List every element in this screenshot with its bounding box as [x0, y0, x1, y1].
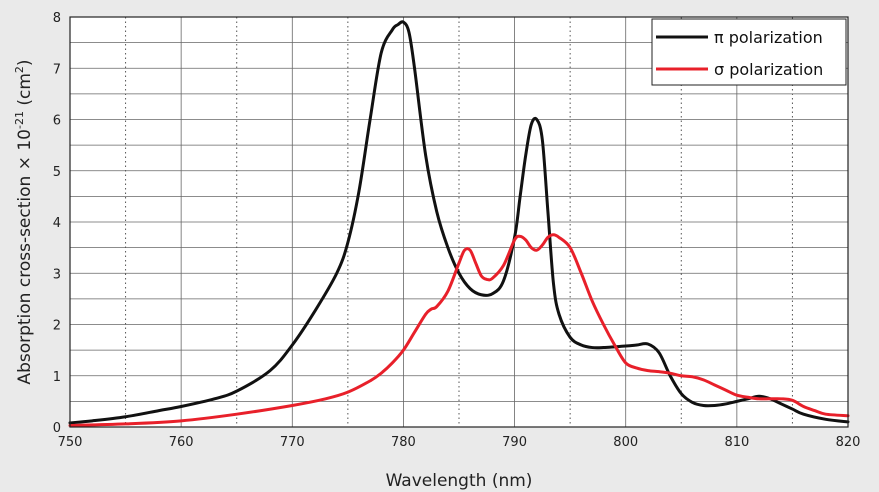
y-tick-label: 0: [53, 421, 61, 436]
x-tick-label: 770: [280, 435, 305, 450]
y-tick-label: 4: [53, 216, 61, 231]
series-line-pi: [68, 20, 850, 425]
tick-labels: 750 760 770 780 790 800 810 820 0 1 2 3 4 5 6 7 8: [53, 11, 861, 450]
y-axis-label-unit: (cm: [15, 73, 35, 111]
y-tick-label: 6: [53, 114, 61, 129]
legend: π polarization σ polarization: [651, 18, 847, 86]
y-axis-label-unit-close: ): [15, 59, 35, 66]
y-tick-label: 8: [53, 11, 61, 26]
x-axis-label: Wavelength (nm): [386, 471, 533, 491]
series-lines: [68, 20, 850, 427]
series-line-sigma: [68, 233, 850, 427]
plot-frame: [69, 16, 849, 428]
y-axis-label-unit-exponent: 2: [13, 66, 26, 73]
y-tick-label: 1: [53, 370, 61, 385]
y-axis-label-exponent: -21: [13, 111, 26, 129]
y-tick-label: 5: [53, 165, 61, 180]
x-tick-label: 810: [724, 435, 749, 450]
x-tick-label: 780: [391, 435, 416, 450]
y-axis-label-main: Absorption cross-section × 10: [15, 129, 35, 385]
y-tick-label: 2: [53, 319, 61, 334]
legend-box: [651, 18, 847, 86]
y-axis-label: Absorption cross-section × 10-21 (cm2): [13, 59, 35, 384]
legend-label-pi: π polarization: [714, 28, 823, 47]
x-tick-label: 820: [836, 435, 861, 450]
y-tick-label: 3: [53, 267, 61, 282]
x-tick-label: 750: [58, 435, 83, 450]
y-tick-label: 7: [53, 62, 61, 77]
legend-label-sigma: σ polarization: [714, 60, 823, 79]
x-tick-label: 790: [502, 435, 527, 450]
x-tick-label: 800: [613, 435, 638, 450]
x-tick-label: 760: [169, 435, 194, 450]
